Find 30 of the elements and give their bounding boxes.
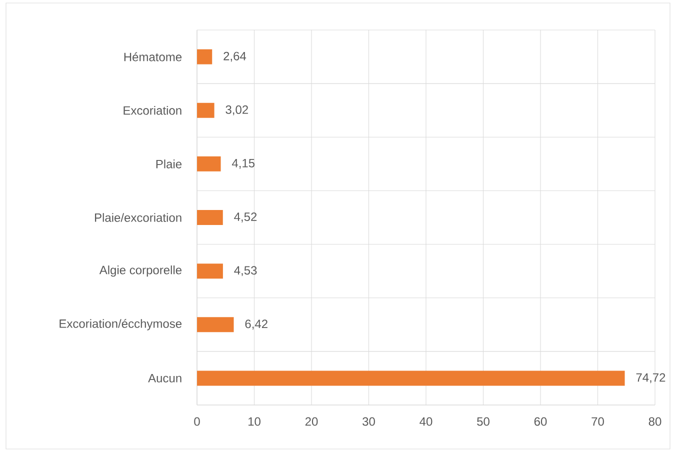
data-label: 4,52: [234, 212, 257, 222]
bar: [197, 210, 223, 225]
y-tick-label: Aucun: [148, 374, 182, 382]
y-tick-label: Excoriation: [124, 106, 182, 115]
bar: [197, 264, 223, 279]
data-label: 4,15: [232, 159, 255, 169]
x-tick-label: 30: [362, 417, 375, 426]
data-label: 4,53: [234, 266, 257, 276]
x-tick-label: 70: [592, 417, 604, 426]
x-tick-label: 80: [648, 417, 662, 426]
x-tick-label: 20: [305, 417, 318, 426]
y-tick-label: Plaie/excoriation: [95, 213, 182, 222]
x-tick-label: 60: [534, 417, 547, 426]
y-tick-label: Hématome: [124, 52, 182, 62]
bar: [197, 156, 221, 172]
x-tick-label: 50: [477, 417, 490, 426]
data-label: 6,42: [245, 320, 268, 330]
x-tick-label: 40: [420, 417, 432, 426]
data-label: 2,64: [224, 52, 246, 62]
y-tick-label: Plaie: [156, 160, 182, 168]
y-tick-label: Algie corporelle: [99, 265, 182, 277]
bar: [197, 317, 234, 332]
bar: [197, 370, 625, 386]
x-tick-label: 10: [248, 417, 260, 426]
data-label: 3,02: [226, 105, 248, 116]
bar: [197, 49, 212, 64]
x-tick-label: 0: [194, 417, 200, 426]
data-label: 74,72: [636, 373, 666, 384]
y-tick-label: Excoriation/écchymose: [60, 318, 182, 330]
bar: [197, 102, 214, 118]
